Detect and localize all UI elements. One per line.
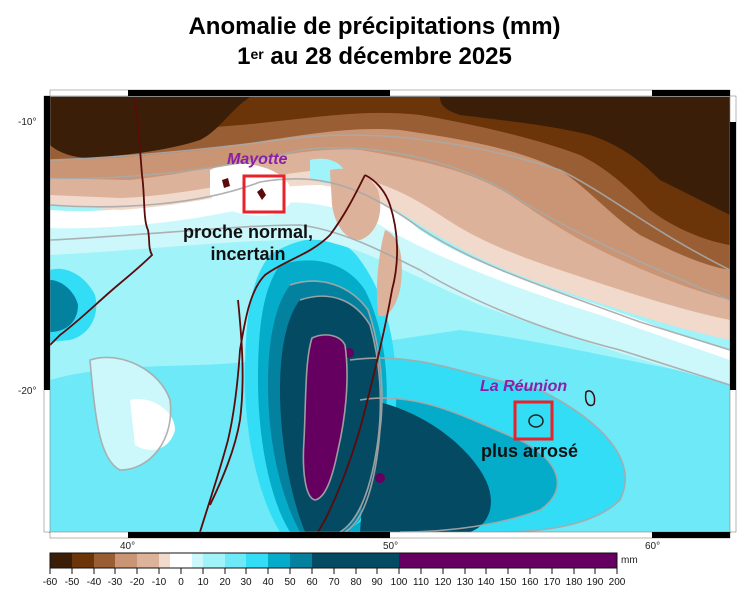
anomaly-field [50, 97, 730, 532]
colorbar-tick: 200 [608, 577, 626, 588]
coastlines [50, 97, 398, 532]
reunion-island-outline [528, 414, 544, 428]
colorbar-tick: 70 [328, 577, 340, 588]
subtitle-ordinal: er [250, 46, 264, 62]
colorbar-tick: 30 [240, 577, 252, 588]
colorbar-tick: 80 [350, 577, 362, 588]
colorbar-tick: -20 [129, 577, 145, 588]
colorbar-tick: -40 [86, 577, 102, 588]
colorbar-tick: 90 [371, 577, 383, 588]
colorbar-tick: -50 [64, 577, 80, 588]
colorbar-tick: 40 [262, 577, 274, 588]
colorbar-tick: 190 [586, 577, 604, 588]
colorbar [49, 552, 618, 574]
reunion-comment: plus arrosé [481, 441, 579, 461]
mayotte-comment-line1: proche normal, [182, 222, 314, 242]
colorbar-tick: 60 [306, 577, 318, 588]
colorbar-tick: 130 [456, 577, 474, 588]
mayotte-comment-line2: incertain [210, 244, 286, 264]
colorbar-tick: 120 [434, 577, 452, 588]
lon-label-60e: 60° [645, 541, 661, 552]
colorbar-tick: 110 [413, 577, 429, 588]
reunion-highlight-box [513, 400, 554, 441]
colorbar-tick: 50 [284, 577, 296, 588]
colorbar-tick: 140 [477, 577, 495, 588]
mayotte-label: Mayotte [227, 151, 288, 168]
lat-label-10s: -10° [18, 117, 37, 128]
colorbar-tick: 0 [178, 577, 184, 588]
mauritius-island-outline [584, 390, 596, 407]
lon-label-40e: 40° [120, 541, 136, 552]
map-frame [43, 89, 737, 539]
colorbar-tick: -60 [42, 577, 58, 588]
colorbar-tick: 150 [499, 577, 517, 588]
colorbar-tick: 100 [390, 577, 408, 588]
mayotte-comment: proche normal, incertain [168, 221, 328, 265]
colorbar-tick: 160 [521, 577, 539, 588]
colorbar-tick: 10 [197, 577, 209, 588]
colorbar-tick: 170 [543, 577, 561, 588]
colorbar-unit: mm [621, 555, 638, 566]
subtitle-day: 1 [237, 43, 251, 70]
colorbar-tick: -10 [151, 577, 167, 588]
map-subtitle: 1er au 28 décembre 2025 [0, 42, 749, 71]
subtitle-period: au 28 décembre 2025 [263, 43, 512, 70]
colorbar-tick: -30 [107, 577, 123, 588]
mayotte-highlight-box [242, 174, 286, 214]
colorbar-tick: 20 [219, 577, 231, 588]
colorbar-tick: 180 [565, 577, 583, 588]
lon-label-50e: 50° [383, 541, 399, 552]
lat-label-20s: -20° [18, 386, 37, 397]
reunion-label: La Réunion [480, 378, 568, 395]
map-title: Anomalie de précipitations (mm) [188, 13, 561, 40]
